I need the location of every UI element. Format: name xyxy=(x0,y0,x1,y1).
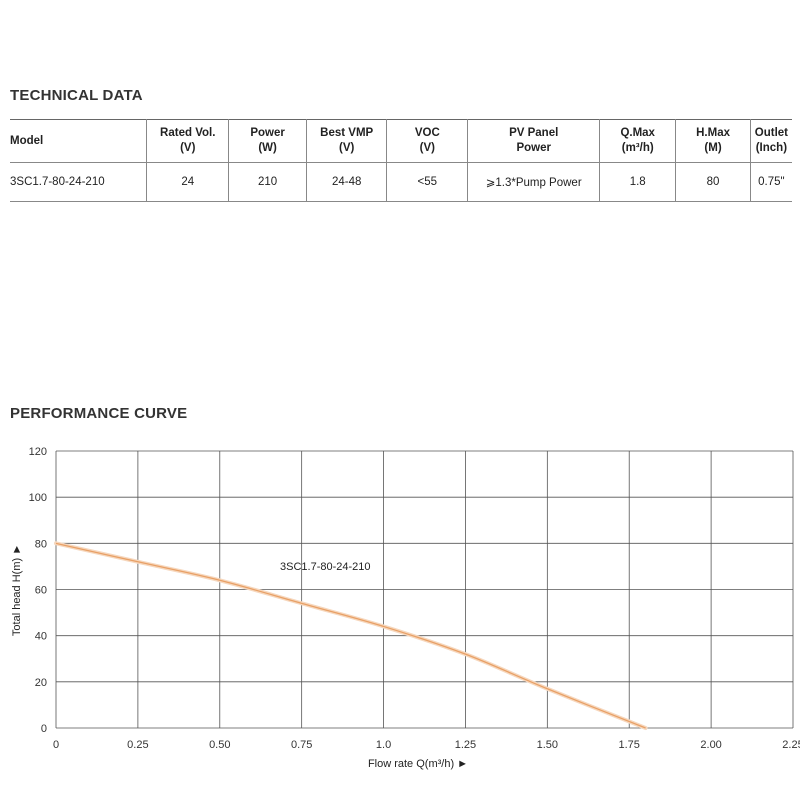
curve-annotation: 3SC1.7-80-24-210 xyxy=(280,561,371,573)
technical-data-heading: TECHNICAL DATA xyxy=(10,87,143,104)
performance-chart: 0 0.25 0.50 0.75 1.0 1.25 1.50 1.75 2.00 2.25 0 20… xyxy=(11,446,800,770)
x-tick-label: 0.25 xyxy=(127,739,148,751)
x-tick-label: 2.00 xyxy=(700,739,721,751)
header-label: Power xyxy=(250,127,285,139)
header-outlet: Outlet (Inch) xyxy=(749,119,792,163)
y-tick-label: 80 xyxy=(35,538,47,550)
x-axis-label: Flow rate Q(m³/h) ► xyxy=(368,758,468,770)
cell-voc: <55 xyxy=(386,162,468,202)
header-label: VOC xyxy=(414,127,440,139)
series-line xyxy=(55,542,646,729)
cell-power: 210 xyxy=(228,162,307,202)
cell-rated-voltage: 24 xyxy=(146,162,229,202)
x-axis-ticks: 0 0.25 0.50 0.75 1.0 1.25 1.50 1.75 2.00 2.25 xyxy=(53,739,800,751)
header-model: Model xyxy=(10,120,147,163)
x-tick-label: 0 xyxy=(53,739,59,751)
header-q-max: Q.Max (m³/h) xyxy=(599,119,676,163)
y-tick-label: 60 xyxy=(35,585,47,597)
cell-model: 3SC1.7-80-24-210 xyxy=(10,176,105,188)
x-tick-label: 1.50 xyxy=(537,739,558,751)
y-tick-label: 40 xyxy=(35,631,47,643)
header-best-vmp: Best VMP (V) xyxy=(306,119,387,163)
y-tick-label: 0 xyxy=(41,723,47,735)
header-unit: (Inch) xyxy=(755,142,788,154)
header-unit: (M) xyxy=(704,142,722,154)
cell-h-max: 80 xyxy=(675,162,751,202)
header-rated-voltage: Rated Vol. (V) xyxy=(146,119,229,163)
y-tick-label: 20 xyxy=(35,677,47,689)
header-h-max: H.Max (M) xyxy=(675,119,751,163)
header-label: Best VMP xyxy=(320,127,374,139)
chart-series xyxy=(54,541,648,730)
y-tick-label: 100 xyxy=(29,492,47,504)
chart-grid xyxy=(55,450,794,729)
table-header-row: Model Rated Vol. (V) Power (W) Best VMP (V)… xyxy=(10,119,792,163)
header-label: Q.Max xyxy=(620,127,655,139)
x-tick-label: 1.75 xyxy=(619,739,640,751)
header-pv-panel-power: PV Panel Power xyxy=(467,119,600,163)
cell-pv-panel-power: ⩾1.3*Pump Power xyxy=(467,162,600,202)
header-unit: (W) xyxy=(258,142,277,154)
header-label: PV Panel xyxy=(509,127,559,139)
header-unit: (V) xyxy=(339,142,355,154)
x-tick-label: 1.25 xyxy=(455,739,476,751)
header-unit: (m³/h) xyxy=(621,142,654,154)
x-tick-label: 2.25 xyxy=(782,739,800,751)
cell-outlet: 0.75" xyxy=(749,162,792,202)
x-tick-label: 0.50 xyxy=(209,739,230,751)
header-unit: (V) xyxy=(419,142,435,154)
header-power: Power (W) xyxy=(228,119,307,163)
header-label: Rated Vol. xyxy=(160,127,216,139)
y-axis-label: Total head H(m) ► xyxy=(11,544,23,636)
header-label: H.Max xyxy=(696,127,730,139)
x-tick-label: 1.0 xyxy=(376,739,391,751)
header-label: Outlet xyxy=(754,127,788,139)
x-tick-label: 0.75 xyxy=(291,739,312,751)
header-unit: (V) xyxy=(180,142,196,154)
cell-q-max: 1.8 xyxy=(599,162,676,202)
table-row: 3SC1.7-80-24-210 24 210 24-48 <55 ⩾1.3*P… xyxy=(10,162,792,202)
technical-data-table: Model Rated Vol. (V) Power (W) Best VMP (V)… xyxy=(10,119,792,202)
header-unit: Power xyxy=(516,142,551,154)
performance-curve-heading: PERFORMANCE CURVE xyxy=(10,405,188,422)
y-axis-ticks: 0 20 40 60 80 100 120 xyxy=(29,446,47,735)
header-voc: VOC (V) xyxy=(386,119,468,163)
y-tick-label: 120 xyxy=(29,446,47,458)
cell-best-vmp: 24-48 xyxy=(306,162,387,202)
header-label: Model xyxy=(10,134,44,147)
